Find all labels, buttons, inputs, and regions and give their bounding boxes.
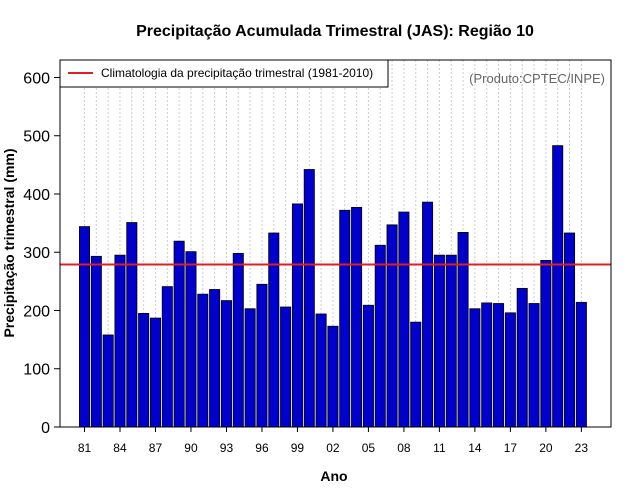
y-tick-label: 400 [23, 187, 50, 204]
y-tick-label: 600 [23, 70, 50, 87]
bar [268, 232, 280, 428]
y-axis: 0 100 200 300 400 500 600 [23, 70, 60, 437]
x-tick-label: 11 [433, 441, 446, 455]
x-tick-label: 17 [504, 441, 518, 455]
y-tick-label: 500 [23, 129, 50, 146]
bar [102, 334, 114, 428]
bar [433, 254, 445, 428]
bar [149, 317, 161, 428]
bar [256, 283, 268, 428]
x-tick-label: 14 [468, 441, 482, 455]
x-tick-label: 99 [291, 441, 305, 455]
bar [114, 254, 126, 428]
bar [327, 325, 339, 428]
chart-title: Precipitação Acumulada Trimestral (JAS):… [136, 23, 534, 40]
bar [209, 289, 221, 428]
x-axis-title: Ano [320, 468, 347, 484]
bar [386, 224, 398, 428]
bar [280, 306, 292, 428]
credit-text: (Produto:CPTEC/INPE) [469, 71, 605, 86]
bar [410, 321, 422, 428]
x-tick-label: 87 [149, 441, 163, 455]
bar [528, 303, 540, 428]
bar [469, 308, 481, 428]
bar [362, 304, 374, 428]
bar [90, 255, 102, 428]
bar [138, 313, 150, 428]
bar [232, 253, 244, 428]
x-tick-label: 23 [575, 441, 589, 455]
bar [351, 206, 363, 428]
x-tick-label: 90 [184, 441, 198, 455]
y-tick-label: 200 [23, 303, 50, 320]
bar [493, 303, 505, 428]
y-tick-label: 0 [41, 420, 50, 437]
x-tick-label: 93 [220, 441, 234, 455]
bar [457, 232, 469, 428]
bar [185, 251, 197, 428]
x-tick-label: 08 [397, 441, 411, 455]
x-axis: 81 84 87 90 93 96 99 02 05 08 11 14 17 20 23 [78, 427, 589, 455]
y-axis-title: Precipitação trimestral (mm) [1, 148, 17, 337]
bar [173, 240, 185, 428]
y-tick-label: 300 [23, 245, 50, 262]
legend-box [59, 59, 389, 88]
bar [303, 169, 315, 428]
bar [374, 244, 386, 428]
bar [126, 222, 138, 428]
y-tick-label: 100 [23, 362, 50, 379]
x-tick-label: 20 [539, 441, 553, 455]
bar [481, 302, 493, 428]
bar [552, 145, 564, 428]
bar [161, 286, 173, 428]
bars [79, 145, 587, 428]
bar [504, 312, 516, 428]
bar [516, 287, 528, 428]
bar [79, 226, 91, 428]
x-tick-label: 05 [362, 441, 376, 455]
legend: Climatologia da precipitação trimestral … [59, 59, 389, 88]
x-tick-label: 02 [326, 441, 340, 455]
x-tick-label: 81 [78, 441, 92, 455]
bar [291, 203, 303, 428]
bar [315, 313, 327, 428]
x-tick-label: 96 [255, 441, 269, 455]
legend-label: Climatologia da precipitação trimestral … [101, 66, 373, 80]
bar [339, 209, 351, 428]
bar [445, 254, 457, 428]
bar [220, 300, 232, 428]
bar [575, 301, 587, 428]
bar [244, 308, 256, 428]
bar [422, 201, 434, 428]
bar [398, 211, 410, 428]
bar [540, 259, 552, 428]
bar [197, 293, 209, 428]
bar [564, 232, 576, 428]
x-tick-label: 84 [113, 441, 127, 455]
